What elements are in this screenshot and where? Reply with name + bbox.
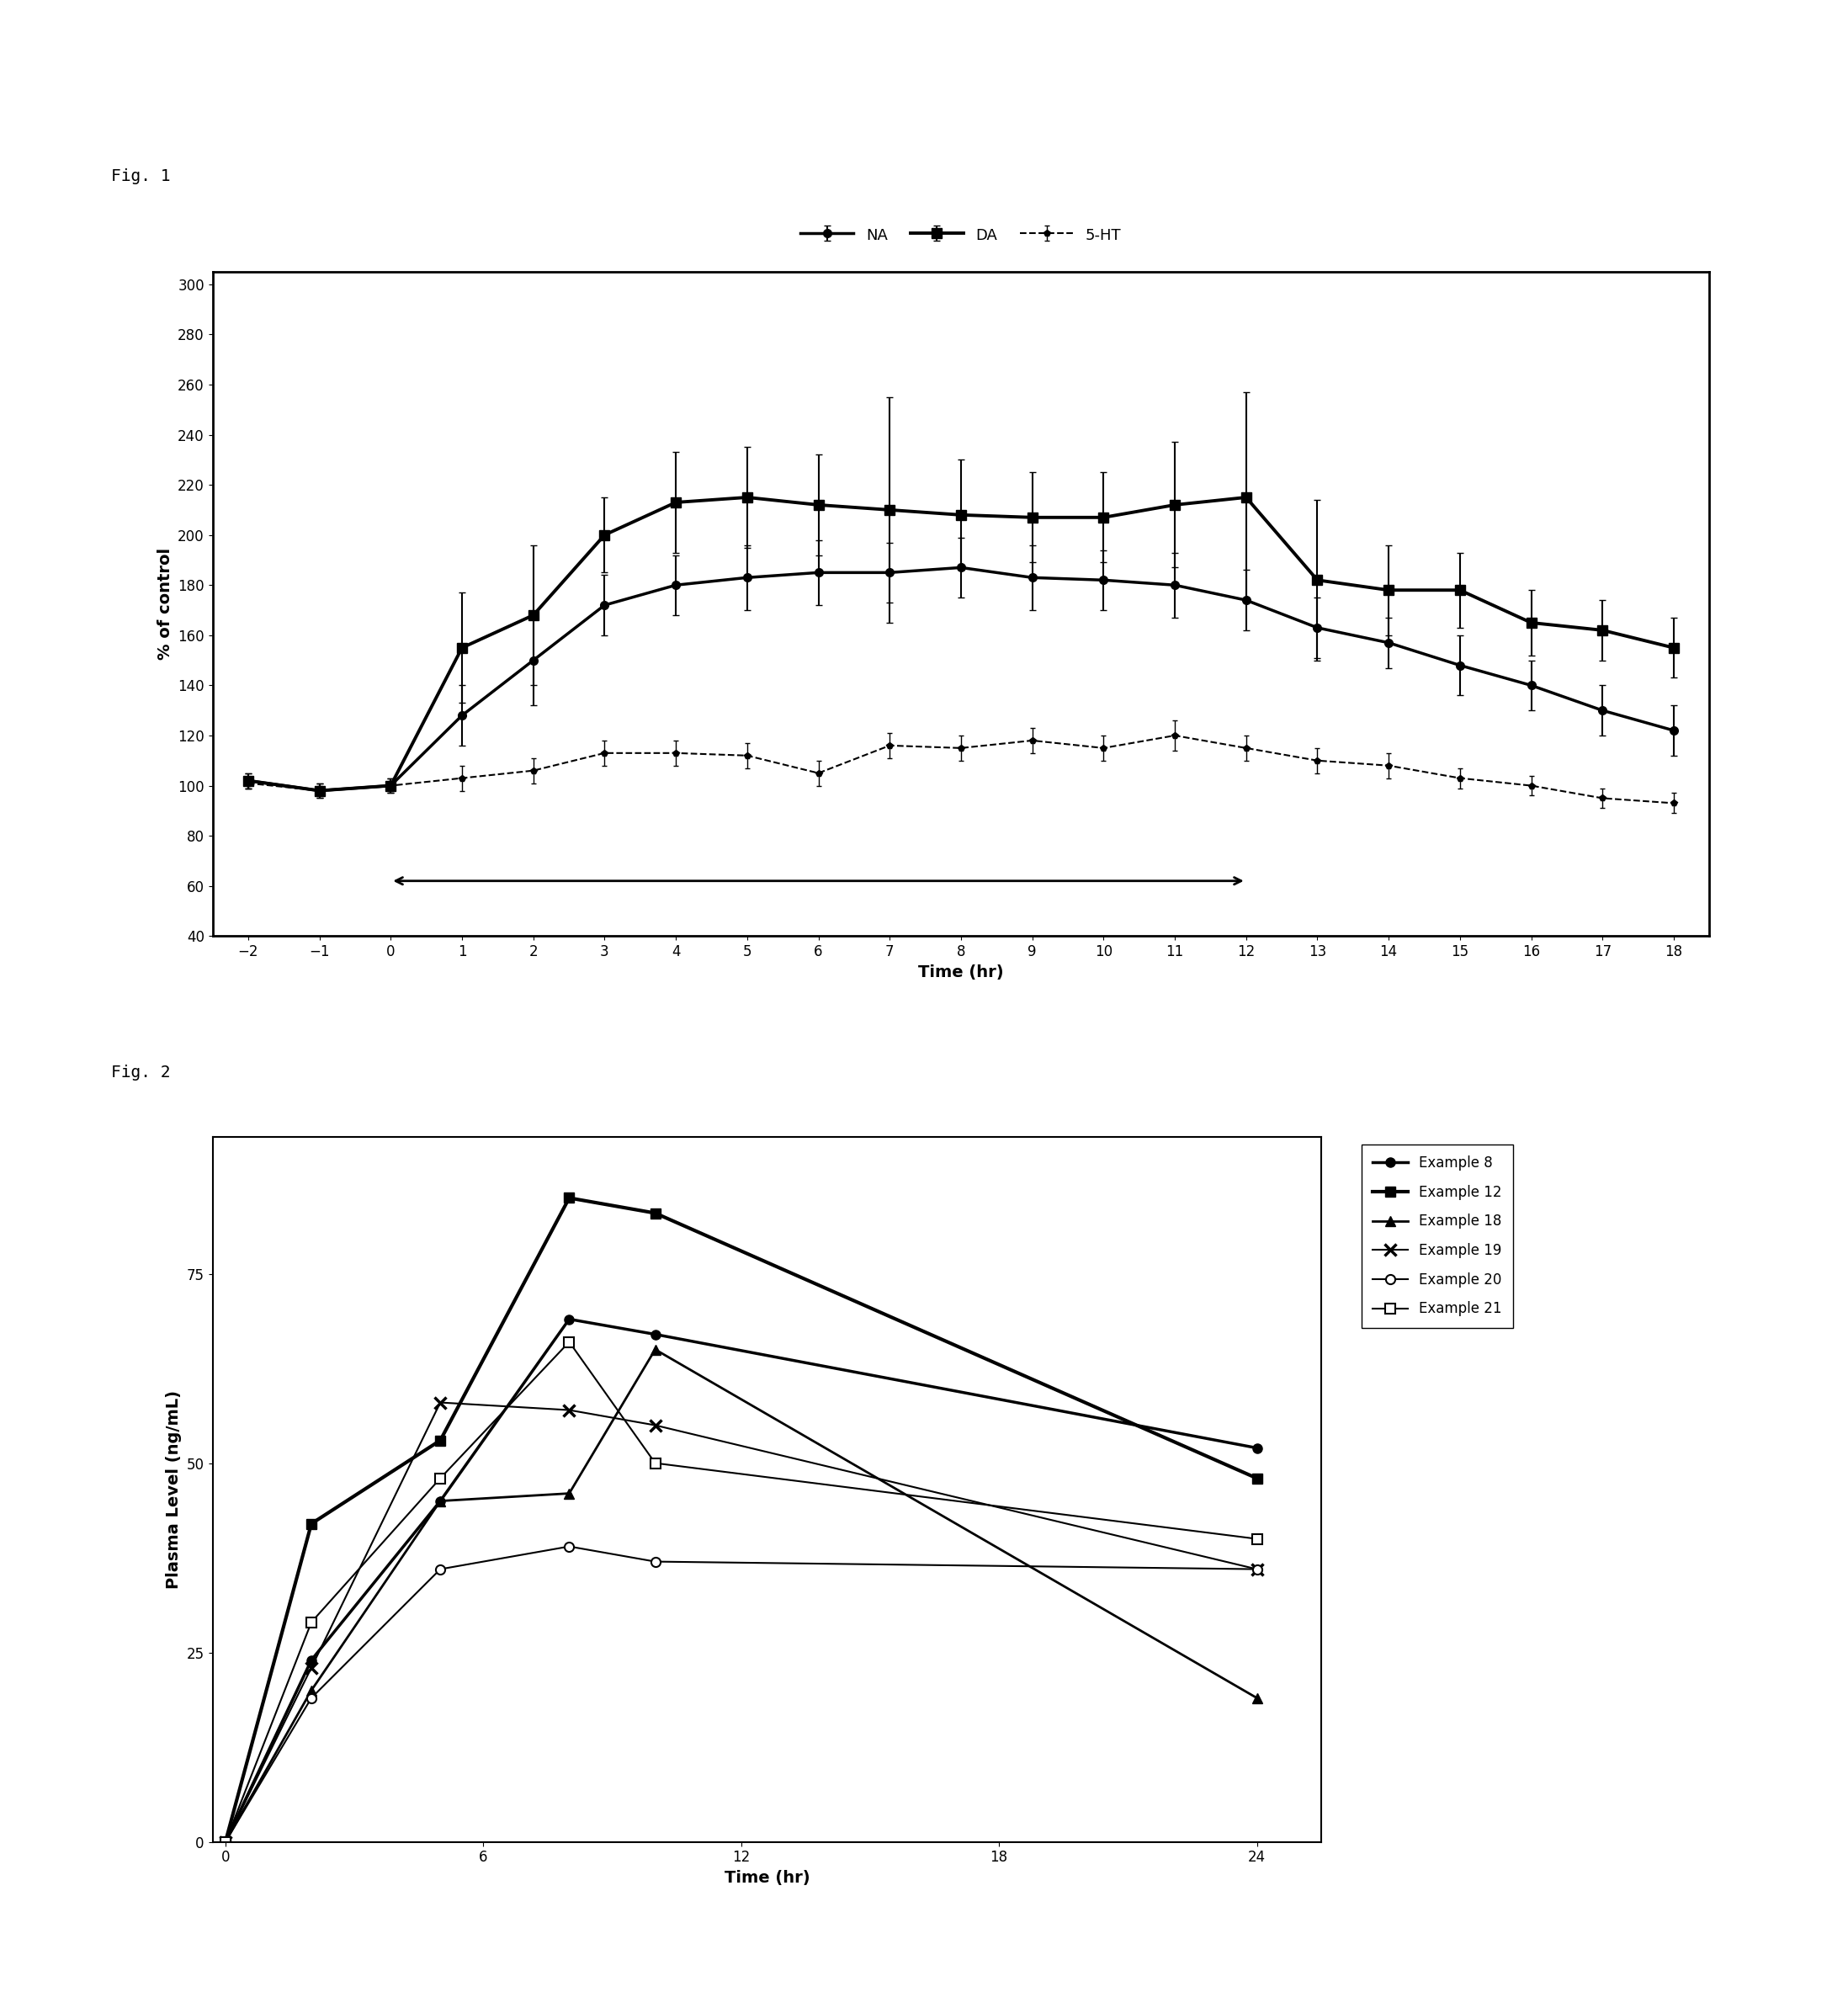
Line: Example 8: Example 8 (220, 1314, 1262, 1846)
Example 12 (1246, 1465, 1268, 1490)
Y-axis label: % of control: % of control (157, 548, 174, 660)
Example 8 (1246, 1435, 1268, 1459)
Example 12 (214, 1830, 237, 1854)
Example 19 (1246, 1558, 1268, 1582)
Example 8 (558, 1306, 580, 1331)
X-axis label: Time (hr): Time (hr) (918, 964, 1003, 980)
Example 20 (558, 1534, 580, 1558)
Y-axis label: Plasma Level (ng/mL): Plasma Level (ng/mL) (166, 1391, 181, 1588)
Example 21 (214, 1830, 237, 1854)
X-axis label: Time (hr): Time (hr) (724, 1870, 809, 1886)
Example 19 (429, 1391, 451, 1415)
Example 8 (214, 1830, 237, 1854)
Example 20 (214, 1830, 237, 1854)
Example 21 (645, 1451, 667, 1476)
Legend: NA, DA, 5-HT: NA, DA, 5-HT (793, 219, 1129, 252)
Example 8 (299, 1649, 322, 1673)
Example 18 (299, 1679, 322, 1703)
Example 18 (645, 1337, 667, 1361)
Line: Example 19: Example 19 (220, 1397, 1262, 1848)
Legend: Example 8, Example 12, Example 18, Example 19, Example 20, Example 21: Example 8, Example 12, Example 18, Examp… (1362, 1143, 1514, 1329)
Line: Example 21: Example 21 (220, 1337, 1262, 1846)
Example 18 (429, 1490, 451, 1514)
Example 20 (1246, 1558, 1268, 1582)
Example 12 (429, 1429, 451, 1453)
Example 21 (558, 1331, 580, 1355)
Example 12 (558, 1186, 580, 1210)
Example 8 (429, 1490, 451, 1514)
Line: Example 20: Example 20 (220, 1542, 1262, 1846)
Text: Fig. 2: Fig. 2 (111, 1065, 170, 1081)
Example 21 (299, 1610, 322, 1635)
Example 19 (214, 1830, 237, 1854)
Example 8 (645, 1323, 667, 1347)
Line: Example 12: Example 12 (220, 1192, 1262, 1848)
Text: Fig. 1: Fig. 1 (111, 169, 170, 185)
Example 18 (558, 1482, 580, 1506)
Example 12 (299, 1512, 322, 1536)
Example 18 (1246, 1685, 1268, 1709)
Example 12 (645, 1202, 667, 1226)
Example 21 (1246, 1526, 1268, 1550)
Example 18 (214, 1830, 237, 1854)
Example 20 (645, 1550, 667, 1574)
Example 20 (299, 1685, 322, 1709)
Example 20 (429, 1558, 451, 1582)
Example 19 (645, 1413, 667, 1437)
Example 19 (299, 1655, 322, 1679)
Example 19 (558, 1397, 580, 1421)
Example 21 (429, 1465, 451, 1490)
Line: Example 18: Example 18 (220, 1345, 1262, 1846)
